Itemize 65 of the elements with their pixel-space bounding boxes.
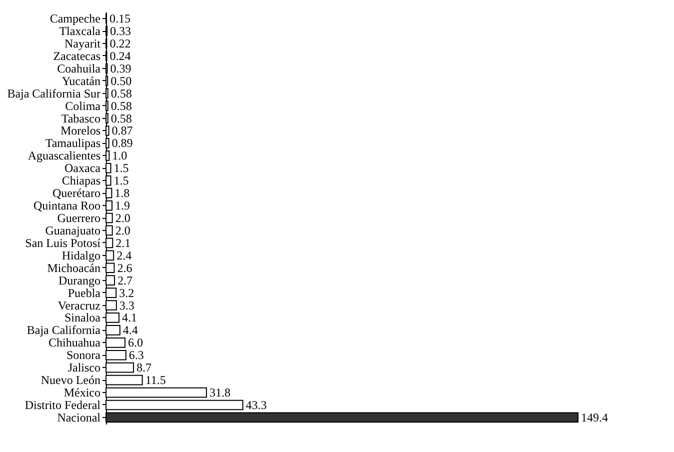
y-tick-label: Guanajuato — [45, 223, 100, 238]
data-label: 6.0 — [128, 336, 143, 350]
y-tick-label: Michoacán — [47, 260, 100, 275]
data-label: 2.6 — [117, 260, 132, 275]
y-tick-label: Sinaloa — [64, 310, 102, 325]
data-label: 0.58 — [110, 86, 132, 100]
data-label: 0.33 — [110, 24, 132, 38]
y-tick-label: Coahuila — [57, 61, 102, 76]
y-tick-label: Chiapas — [62, 174, 101, 188]
y-tick-label: Nayarit — [64, 36, 102, 50]
y-tick-label: Morelos — [60, 124, 101, 138]
data-label: 2.7 — [118, 273, 133, 288]
y-tick-label: Jalisco — [68, 360, 100, 375]
y-tick-label: Yucatán — [62, 74, 100, 88]
data-label: 43.3 — [246, 398, 267, 412]
y-tick-label: Querétaro — [52, 186, 100, 200]
data-label: 0.39 — [110, 61, 132, 76]
data-label: 6.3 — [128, 348, 144, 362]
data-label: 2.0 — [115, 223, 130, 238]
y-tick-label: San Luis Potosí — [25, 236, 102, 250]
data-label: 0.58 — [110, 111, 132, 126]
y-tick-label: Durango — [58, 273, 100, 288]
data-label: 149.4 — [581, 410, 608, 424]
y-tick-label: Veracruz — [58, 298, 100, 312]
y-tick-label: Campeche — [50, 12, 100, 26]
data-label: 2.1 — [116, 236, 131, 250]
data-label: 0.87 — [112, 124, 133, 138]
data-label: 0.50 — [110, 74, 132, 88]
data-label: 4.4 — [122, 323, 138, 338]
y-tick-label: Guerrero — [57, 211, 100, 225]
y-tick-label: Chihuahua — [48, 336, 102, 350]
y-tick-label: Nuevo León — [40, 373, 100, 388]
y-tick-label: Baja California Sur — [7, 86, 100, 100]
y-tick-label: Puebla — [68, 286, 102, 300]
y-tick-label: Aguascalientes — [28, 148, 101, 163]
data-label: 0.58 — [110, 98, 132, 113]
y-tick-label: Tlaxcala — [59, 24, 102, 38]
data-label: 31.8 — [209, 386, 230, 400]
data-label: 1.5 — [114, 161, 129, 176]
data-label: 0.15 — [109, 12, 130, 26]
data-label: 3.2 — [119, 286, 134, 300]
data-label: 0.89 — [112, 136, 133, 150]
y-tick-label: Distrito Federal — [24, 398, 102, 412]
y-tick-label: Sonora — [66, 348, 102, 362]
y-tick-label: Nacional — [57, 410, 102, 424]
data-label: 8.7 — [136, 360, 152, 375]
data-label: 1.0 — [112, 148, 128, 163]
data-label: 0.22 — [110, 36, 131, 50]
data-label: 0.24 — [110, 48, 131, 63]
y-tick-label: México — [64, 386, 100, 400]
y-tick-label: Quintana Roo — [34, 198, 100, 213]
data-label: 3.3 — [119, 298, 134, 312]
y-tick-label: Baja California — [26, 323, 102, 338]
data-label: 2.0 — [115, 211, 130, 225]
data-label: 1.9 — [115, 198, 130, 213]
y-tick-label: Oaxaca — [64, 161, 102, 176]
data-label: 4.1 — [122, 310, 137, 325]
y-tick-label: Hidalgo — [62, 248, 100, 262]
y-tick-label: Colima — [65, 98, 102, 113]
data-label: 2.4 — [116, 248, 132, 262]
data-label: 11.5 — [145, 373, 166, 388]
data-label: 1.8 — [114, 186, 130, 200]
y-tick-label: Tabasco — [61, 111, 100, 126]
data-label: 1.5 — [114, 174, 129, 188]
y-tick-label: Tamaulipas — [45, 136, 101, 150]
